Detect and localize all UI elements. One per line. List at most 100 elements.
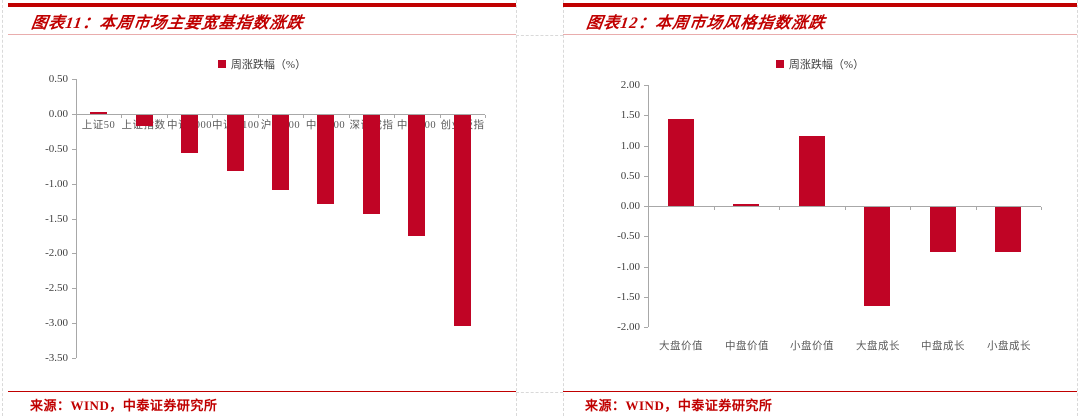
category-tick-mark (845, 207, 846, 210)
category-tick-mark (714, 207, 715, 210)
bar (864, 207, 890, 306)
panel-chart-12: 图表12：本周市场风格指数涨跌 周涨跌幅（%） 2.00 1.50 1.00 0.50… (563, 0, 1077, 416)
category-tick-mark (303, 115, 304, 118)
panel-top-border (8, 3, 516, 7)
y-tick-mark (644, 176, 648, 177)
y-tick-label: 2.00 (620, 79, 640, 91)
panel-bottom-border (8, 391, 516, 392)
x-category-label: 小盘成长 (987, 341, 1031, 352)
y-tick-label: 0.50 (620, 170, 640, 182)
panel-bottom-border (563, 391, 1077, 392)
y-tick-mark (72, 184, 76, 185)
y-tick-label: -0.50 (617, 230, 640, 242)
category-tick-mark (121, 115, 122, 118)
panel-top-border (563, 3, 1077, 7)
y-tick-mark (644, 236, 648, 237)
bar (668, 119, 694, 206)
category-tick-mark (167, 115, 168, 118)
y-tick-mark (644, 85, 648, 86)
y-axis-line (76, 79, 77, 358)
y-tick-label: 0.50 (48, 73, 68, 85)
category-tick-mark (485, 115, 486, 118)
zero-axis-line (76, 114, 485, 115)
category-tick-mark (76, 115, 77, 118)
bar (733, 204, 759, 206)
y-tick-mark (72, 323, 76, 324)
panel-chart-11: 图表11：本周市场主要宽基指数涨跌 周涨跌幅（%） 0.50 0.00 -0.50-… (8, 0, 516, 416)
x-category-label: 中盘成长 (921, 341, 965, 352)
zero-axis-line (648, 206, 1041, 207)
category-tick-mark (648, 207, 649, 210)
chart-legend: 周涨跌幅（%） (8, 56, 516, 72)
y-tick-label: -3.00 (45, 317, 68, 329)
y-tick-mark (644, 297, 648, 298)
bar (272, 115, 289, 190)
y-tick-mark (72, 114, 76, 115)
bar (799, 136, 825, 206)
y-tick-mark (72, 288, 76, 289)
y-tick-mark (72, 253, 76, 254)
y-tick-label: 1.50 (620, 109, 640, 121)
legend-marker-icon (775, 60, 784, 68)
y-tick-label: -1.50 (45, 213, 68, 225)
y-tick-label: -0.50 (45, 143, 68, 155)
y-tick-label: 0.00 (620, 200, 640, 212)
y-tick-mark (644, 327, 648, 328)
y-tick-label: -2.00 (617, 321, 640, 333)
bar (930, 207, 956, 252)
table-border-middle-right (563, 0, 564, 416)
bar (995, 207, 1021, 252)
category-tick-mark (212, 115, 213, 118)
y-tick-mark (72, 219, 76, 220)
category-tick-mark (976, 207, 977, 210)
x-category-label: 大盘成长 (856, 341, 900, 352)
y-tick-label: -1.00 (617, 261, 640, 273)
y-tick-label: -1.50 (617, 291, 640, 303)
y-tick-label: 0.00 (48, 108, 68, 120)
category-tick-mark (910, 207, 911, 210)
bar (227, 115, 244, 171)
y-tick-mark (644, 146, 648, 147)
y-tick-mark (644, 267, 648, 268)
y-tick-label: -1.00 (45, 178, 68, 190)
bar (181, 115, 198, 153)
y-tick-label: -2.00 (45, 247, 68, 259)
category-tick-mark (779, 207, 780, 210)
source-note: 来源：WIND，中泰证券研究所 (30, 398, 218, 413)
x-category-label: 小盘价值 (790, 341, 834, 352)
plot-area-style-indices: 2.00 1.50 1.00 0.50 0.00 -0.50 -1.00 -1.50 -2.00… (563, 0, 1077, 416)
plot-area-broad-indices: 0.50 0.00 -0.50 -1.00 -1.50 -2.00 -2.50 -3.00 -3… (8, 0, 516, 416)
y-tick-mark (644, 115, 648, 116)
title-underline (563, 34, 1077, 35)
bar (408, 115, 425, 236)
x-category-label: 中盘价值 (725, 341, 769, 352)
table-border-middle-left (516, 0, 517, 416)
bar (363, 115, 380, 214)
category-tick-mark (258, 115, 259, 118)
y-tick-mark (72, 149, 76, 150)
title-underline (8, 34, 516, 35)
y-tick-label: -3.50 (45, 352, 68, 364)
bar (90, 112, 107, 114)
table-border-source-row (516, 392, 563, 393)
bar (136, 115, 153, 126)
category-tick-mark (349, 115, 350, 118)
y-tick-label: -2.50 (45, 282, 68, 294)
y-tick-mark (72, 79, 76, 80)
category-tick-mark (394, 115, 395, 118)
y-tick-label: 1.00 (620, 140, 640, 152)
legend-marker-icon (217, 60, 226, 68)
source-note: 来源：WIND，中泰证券研究所 (585, 398, 773, 413)
table-border-right (1077, 0, 1078, 416)
bar (317, 115, 334, 204)
category-tick-mark (1041, 207, 1042, 210)
x-category-label: 大盘价值 (659, 341, 703, 352)
x-category-label: 上证50 (81, 120, 116, 131)
bar (454, 115, 471, 326)
y-tick-mark (644, 206, 648, 207)
y-tick-mark (72, 358, 76, 359)
chart-legend: 周涨跌幅（%） (563, 56, 1077, 72)
legend-label: 周涨跌幅（%） (230, 59, 307, 71)
table-border-left (2, 0, 3, 416)
